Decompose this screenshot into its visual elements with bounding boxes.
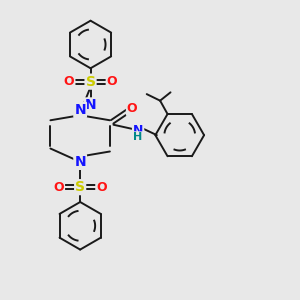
Text: S: S	[75, 180, 85, 194]
Text: H: H	[134, 132, 143, 142]
Text: O: O	[127, 102, 137, 115]
Text: N: N	[133, 124, 143, 137]
Text: N: N	[74, 103, 86, 117]
Text: O: O	[53, 181, 64, 194]
Text: S: S	[85, 75, 96, 88]
Text: N: N	[85, 98, 96, 112]
Text: O: O	[96, 181, 107, 194]
Text: O: O	[64, 75, 74, 88]
Text: N: N	[74, 155, 86, 169]
Text: O: O	[106, 75, 117, 88]
